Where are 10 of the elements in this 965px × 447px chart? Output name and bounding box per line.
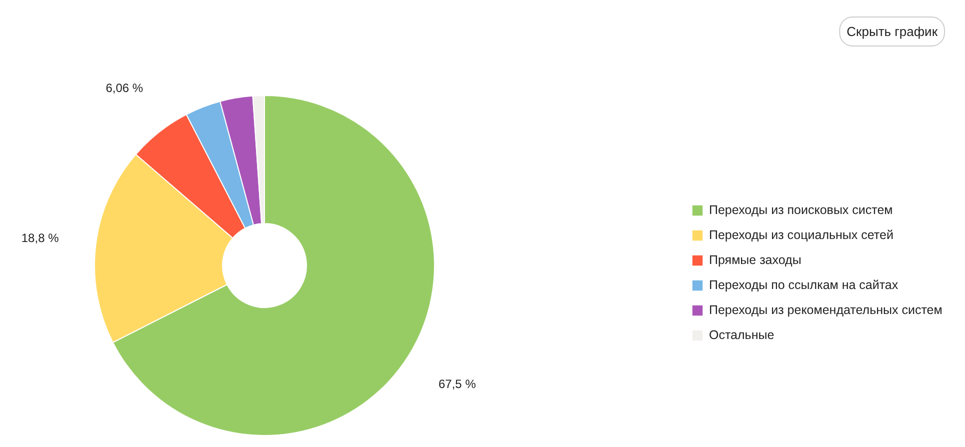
data-label: 18,8 % xyxy=(21,231,60,246)
legend-label: Остальные xyxy=(709,328,774,342)
data-label: 6,06 % xyxy=(106,81,144,96)
legend-label: Переходы по ссылкам на сайтах xyxy=(709,278,898,292)
text: Скрыть график xyxy=(846,24,938,39)
legend-label: Переходы из поисковых систем xyxy=(709,203,893,217)
data-label: 67,5 % xyxy=(438,376,476,391)
legend-label: Прямые заходы xyxy=(709,253,802,267)
legend-label: Переходы из социальных сетей xyxy=(709,228,894,242)
legend-label: Переходы из рекомендательных систем xyxy=(709,303,942,317)
